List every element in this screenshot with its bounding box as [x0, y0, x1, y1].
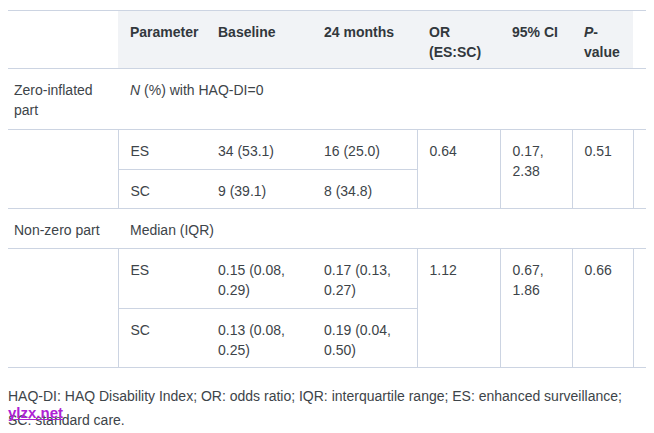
cell-baseline: 9 (39.1) [206, 170, 312, 209]
cell-filler [633, 249, 646, 368]
header-cell-baseline: Baseline [206, 11, 312, 69]
measure-rest: Median (IQR) [130, 222, 214, 238]
cell-filler [633, 130, 646, 209]
cell-parameter: ES [118, 249, 206, 309]
cell-24-months: 8 (34.8) [312, 170, 417, 209]
section-measure: N (%) with HAQ-DI=0 [118, 69, 633, 130]
cell-baseline: 0.15 (0.08, 0.29) [206, 249, 312, 309]
results-table: Parameter Baseline 24 months OR (ES:SC) … [8, 10, 646, 368]
measure-italic: N [130, 82, 140, 98]
cell-parameter: SC [118, 170, 206, 209]
header-cell-parameter: Parameter [118, 11, 206, 69]
header-cell-empty [8, 11, 118, 69]
header-cell-ci: 95% CI [500, 11, 572, 69]
data-row-zero-es: ES 34 (53.1) 16 (25.0) 0.64 0.17, 2.38 0… [8, 130, 646, 170]
p-italic: P [584, 24, 593, 40]
section-row-zero-inflated: Zero-inflated part N (%) with HAQ-DI=0 [8, 69, 646, 130]
section-measure: Median (IQR) [118, 209, 633, 249]
cell-baseline: 34 (53.1) [206, 130, 312, 170]
section-row-non-zero: Non-zero part Median (IQR) [8, 209, 646, 249]
watermark-link[interactable]: ylzx.net [8, 404, 63, 421]
table-footnote: HAQ-DI: HAQ Disability Index; OR: odds r… [8, 384, 648, 432]
cell-baseline: 0.13 (0.08, 0.25) [206, 309, 312, 368]
cell-or: 1.12 [417, 249, 500, 368]
cell-p-value: 0.51 [572, 130, 633, 209]
cell-p-value: 0.66 [572, 249, 633, 368]
section-filler [633, 209, 646, 249]
cell-ci: 0.17, 2.38 [500, 130, 572, 209]
header-cell-24-months: 24 months [312, 11, 417, 69]
row-label-spacer [8, 130, 118, 209]
cell-24-months: 0.17 (0.13, 0.27) [312, 249, 417, 309]
header-cell-or: OR (ES:SC) [417, 11, 500, 69]
data-row-nonzero-es: ES 0.15 (0.08, 0.29) 0.17 (0.13, 0.27) 1… [8, 249, 646, 309]
cell-ci: 0.67, 1.86 [500, 249, 572, 368]
cell-24-months: 0.19 (0.04, 0.50) [312, 309, 417, 368]
cell-parameter: ES [118, 130, 206, 170]
header-cell-p-value: P-value [572, 11, 633, 69]
cell-parameter: SC [118, 309, 206, 368]
page: Parameter Baseline 24 months OR (ES:SC) … [0, 0, 654, 433]
measure-rest: (%) with HAQ-DI=0 [140, 82, 263, 98]
section-label: Non-zero part [8, 209, 118, 249]
section-filler [633, 69, 646, 130]
header-row: Parameter Baseline 24 months OR (ES:SC) … [8, 11, 646, 69]
row-label-spacer [8, 249, 118, 368]
cell-24-months: 16 (25.0) [312, 130, 417, 170]
cell-or: 0.64 [417, 130, 500, 209]
section-label: Zero-inflated part [8, 69, 118, 130]
header-cell-filler [633, 11, 646, 69]
